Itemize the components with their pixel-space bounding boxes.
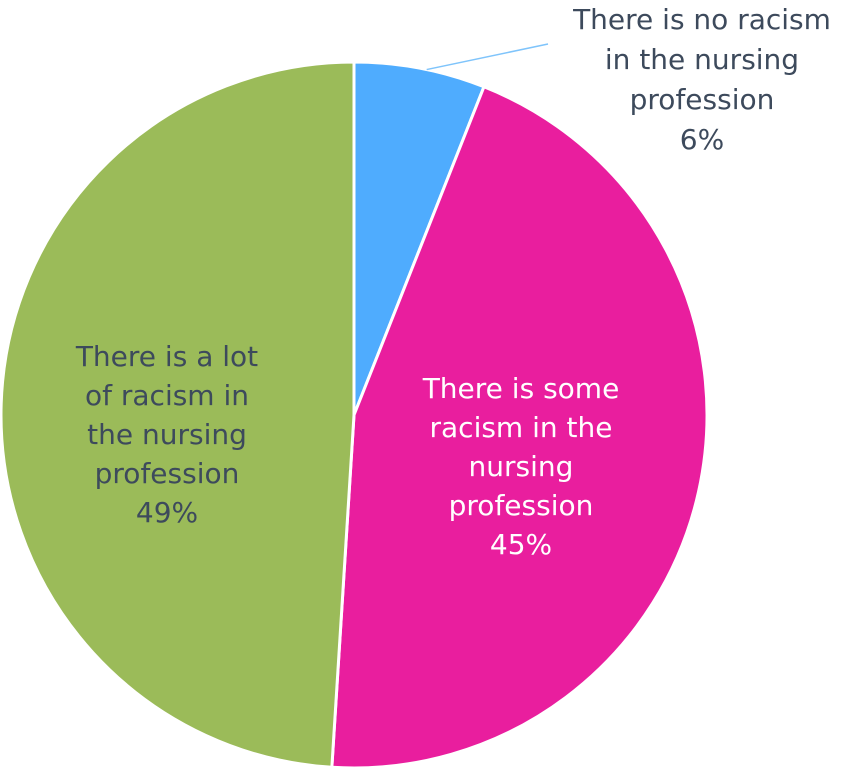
slice-label-line: There is no racism	[572, 3, 831, 36]
slice-value-1: 45%	[490, 528, 552, 561]
pie-slices	[0, 60, 709, 768]
slice-value-2: 49%	[136, 496, 198, 529]
slice-label-line: profession	[95, 457, 240, 490]
slice-value-0: 6%	[680, 123, 724, 156]
slice-label-line: of racism in	[85, 379, 249, 412]
slice-label-0: There is no racism in the nursing professi…	[572, 3, 831, 156]
pie-slice-2	[0, 60, 356, 768]
slice-label-line: There is some	[422, 372, 620, 405]
slice-label-line: in the nursing	[605, 43, 799, 76]
slice-label-line: There is a lot	[75, 340, 258, 373]
slice-label-line: profession	[630, 83, 775, 116]
slice-label-1: There is some racism in the nursing profess…	[422, 372, 620, 561]
slice-label-line: racism in the	[430, 411, 613, 444]
pie-slice-0	[352, 60, 486, 416]
pie-slice-1	[330, 84, 709, 768]
slice-label-line: profession	[449, 489, 594, 522]
slice-label-line: the nursing	[87, 418, 247, 451]
slice-labels: There is no racism in the nursing professi…	[75, 3, 831, 561]
leader-line-no-racism	[426, 43, 549, 71]
slice-label-line: nursing	[469, 450, 574, 483]
slice-label-2: There is a lot of racism in the nursing pro…	[75, 340, 258, 529]
